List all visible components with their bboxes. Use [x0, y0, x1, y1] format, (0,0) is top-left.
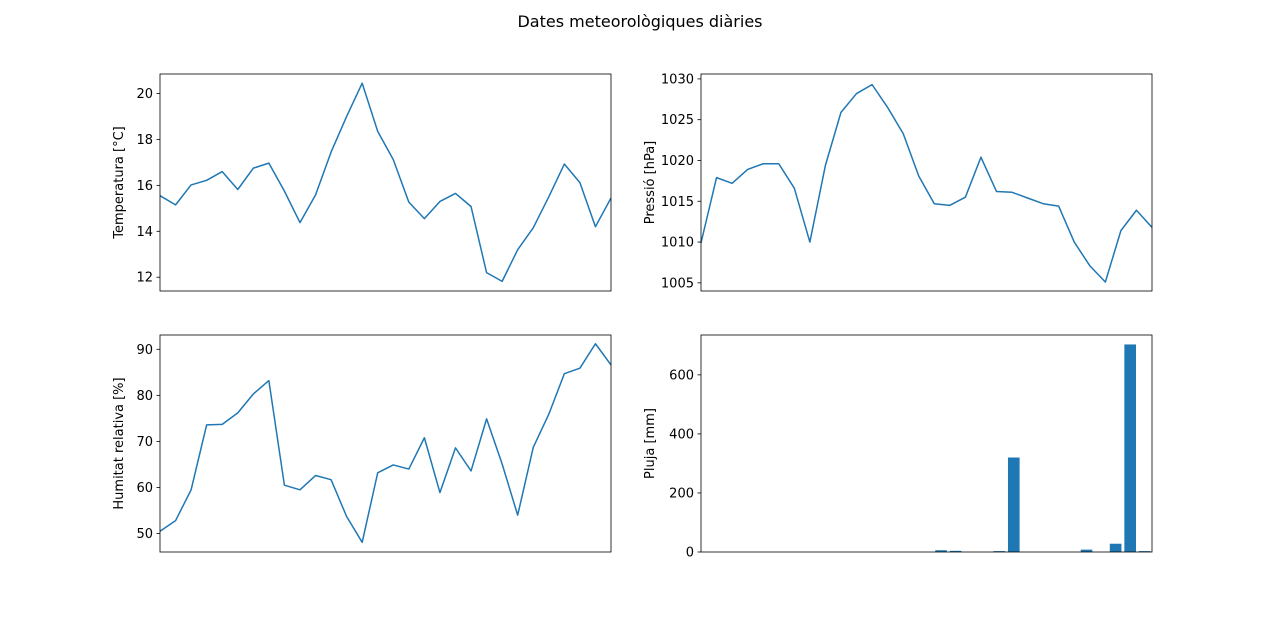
y-tick-label-humidity: 60: [136, 481, 153, 496]
bar-rainfall: [993, 551, 1006, 552]
y-tick-label-humidity: 50: [136, 527, 153, 542]
axes-frame-humidity: [159, 334, 612, 553]
y-tick-label-temperature: 12: [136, 271, 153, 286]
chart-pressure: 1005 1010 1015 1020 1025 1030 Pressió [hPa]: [643, 72, 1153, 292]
y-tick-label-humidity: 80: [136, 389, 153, 404]
chart-humidity: 50 60 70 80 90 Humitat relativa [%]: [112, 334, 612, 553]
y-tick-label-pressure: 1020: [661, 154, 694, 169]
chart-temperature: 12 14 16 18 20 Temperatura [°C]: [112, 73, 612, 292]
y-axis-label-humidity: Humitat relativa [%]: [112, 377, 127, 509]
y-tick-label-rainfall: 0: [686, 546, 694, 561]
figure-title: Dates meteorològiques diàries: [517, 12, 762, 31]
bar-rainfall: [935, 550, 947, 552]
y-tick-label-rainfall: 600: [669, 368, 694, 383]
y-tick-label-temperature: 16: [136, 179, 153, 194]
bar-rainfall: [1138, 551, 1151, 552]
y-tick-label-humidity: 70: [136, 435, 153, 450]
chart-rainfall: 0 200 400 600 Pluja [mm]: [643, 334, 1153, 561]
y-tick-label-temperature: 20: [136, 87, 153, 102]
y-tick-label-temperature: 18: [136, 133, 153, 148]
axes-frame-pressure: [700, 73, 1153, 292]
y-axis-label-rainfall: Pluja [mm]: [643, 408, 658, 479]
series-line-temperature: [159, 82, 612, 283]
bar-rainfall: [1080, 549, 1093, 552]
y-tick-label-humidity: 90: [136, 343, 153, 358]
axes-frame-rainfall: [700, 334, 1153, 553]
axes-frame-temperature: [159, 73, 612, 292]
bar-rainfall: [1007, 457, 1020, 552]
series-line-humidity: [159, 343, 612, 544]
bar-rainfall: [949, 550, 962, 552]
bar-rainfall: [1124, 344, 1136, 552]
y-axis-label-pressure: Pressió [hPa]: [643, 141, 658, 225]
series-line-pressure: [700, 83, 1153, 283]
y-tick-label-pressure: 1015: [661, 195, 694, 210]
y-tick-label-rainfall: 400: [669, 427, 694, 442]
y-axis-label-temperature: Temperatura [°C]: [112, 126, 127, 239]
y-tick-label-temperature: 14: [136, 225, 153, 240]
y-tick-label-rainfall: 200: [669, 486, 694, 501]
y-tick-label-pressure: 1005: [661, 276, 694, 291]
y-tick-label-pressure: 1025: [661, 113, 694, 128]
bar-rainfall: [1109, 543, 1122, 552]
y-tick-label-pressure: 1010: [661, 236, 694, 251]
y-tick-label-pressure: 1030: [661, 72, 694, 87]
